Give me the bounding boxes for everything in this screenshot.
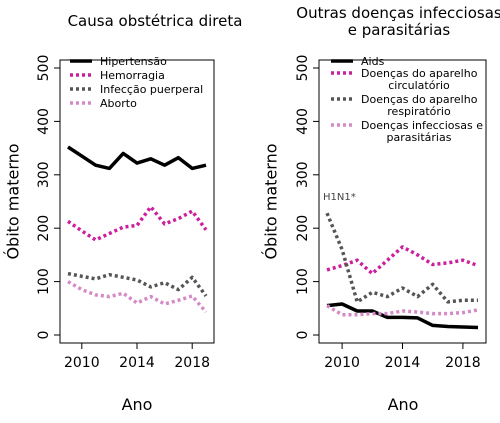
y-tick-label: 300 — [295, 161, 311, 188]
y-tick-label: 0 — [36, 331, 52, 340]
x-tick-label: 2010 — [64, 355, 100, 371]
legend-label: Infecção puerperal — [100, 83, 203, 96]
legend-label: respiratório — [387, 105, 451, 118]
legend-label: Aborto — [100, 97, 137, 110]
x-tick-label: 2018 — [445, 355, 481, 371]
y-axis-label: Óbito materno — [262, 143, 281, 259]
chart-panel-1: Causa obstétrica direta 0 100 200 300 400 500 2… — [4, 12, 243, 414]
legend-label: circulatório — [388, 79, 450, 92]
legend-label: Aids — [361, 55, 385, 68]
y-tick-label: 400 — [36, 108, 52, 135]
x-tick-label: 2010 — [324, 355, 360, 371]
chart-title: e parasitárias — [348, 21, 451, 39]
x-axis-label: Ano — [122, 395, 153, 414]
y-tick-label: 300 — [36, 161, 52, 188]
y-tick-label: 400 — [295, 108, 311, 135]
x-tick-label: 2018 — [174, 355, 210, 371]
x-tick-label: 2014 — [385, 355, 421, 371]
y-tick-label: 100 — [36, 268, 52, 295]
y-tick-label: 200 — [36, 215, 52, 242]
series-line-4 — [326, 304, 479, 317]
y-tick-label: 0 — [295, 331, 311, 340]
series-line-3 — [325, 212, 478, 304]
y-tick-label: 500 — [36, 55, 52, 82]
legend-label: parasitárias — [387, 131, 452, 144]
x-axis-label: Ano — [388, 395, 419, 414]
series-line-2 — [326, 245, 479, 276]
y-tick-label: 500 — [295, 55, 311, 82]
legend-label: Doenças do aparelho — [361, 93, 478, 106]
series-line-1 — [67, 145, 207, 171]
legend-label: Doenças infecciosas e — [361, 119, 483, 132]
series-line-1 — [326, 302, 479, 330]
series-line-4 — [67, 280, 208, 314]
legend-label: Doenças do aparelho — [361, 67, 478, 80]
annotation-h1n1: H1N1* — [323, 192, 356, 203]
y-tick-label: 100 — [295, 268, 311, 295]
chart-title: Causa obstétrica direta — [68, 12, 243, 30]
legend-label: Hemorragia — [100, 69, 165, 82]
series-line-3 — [67, 271, 208, 298]
y-tick-label: 200 — [295, 215, 311, 242]
y-axis-label: Óbito materno — [4, 143, 23, 259]
series-line-2 — [67, 205, 208, 242]
x-tick-label: 2014 — [119, 355, 155, 371]
chart-title: Outras doenças infecciosas — [296, 4, 500, 22]
legend-label: Hipertensão — [100, 55, 167, 68]
